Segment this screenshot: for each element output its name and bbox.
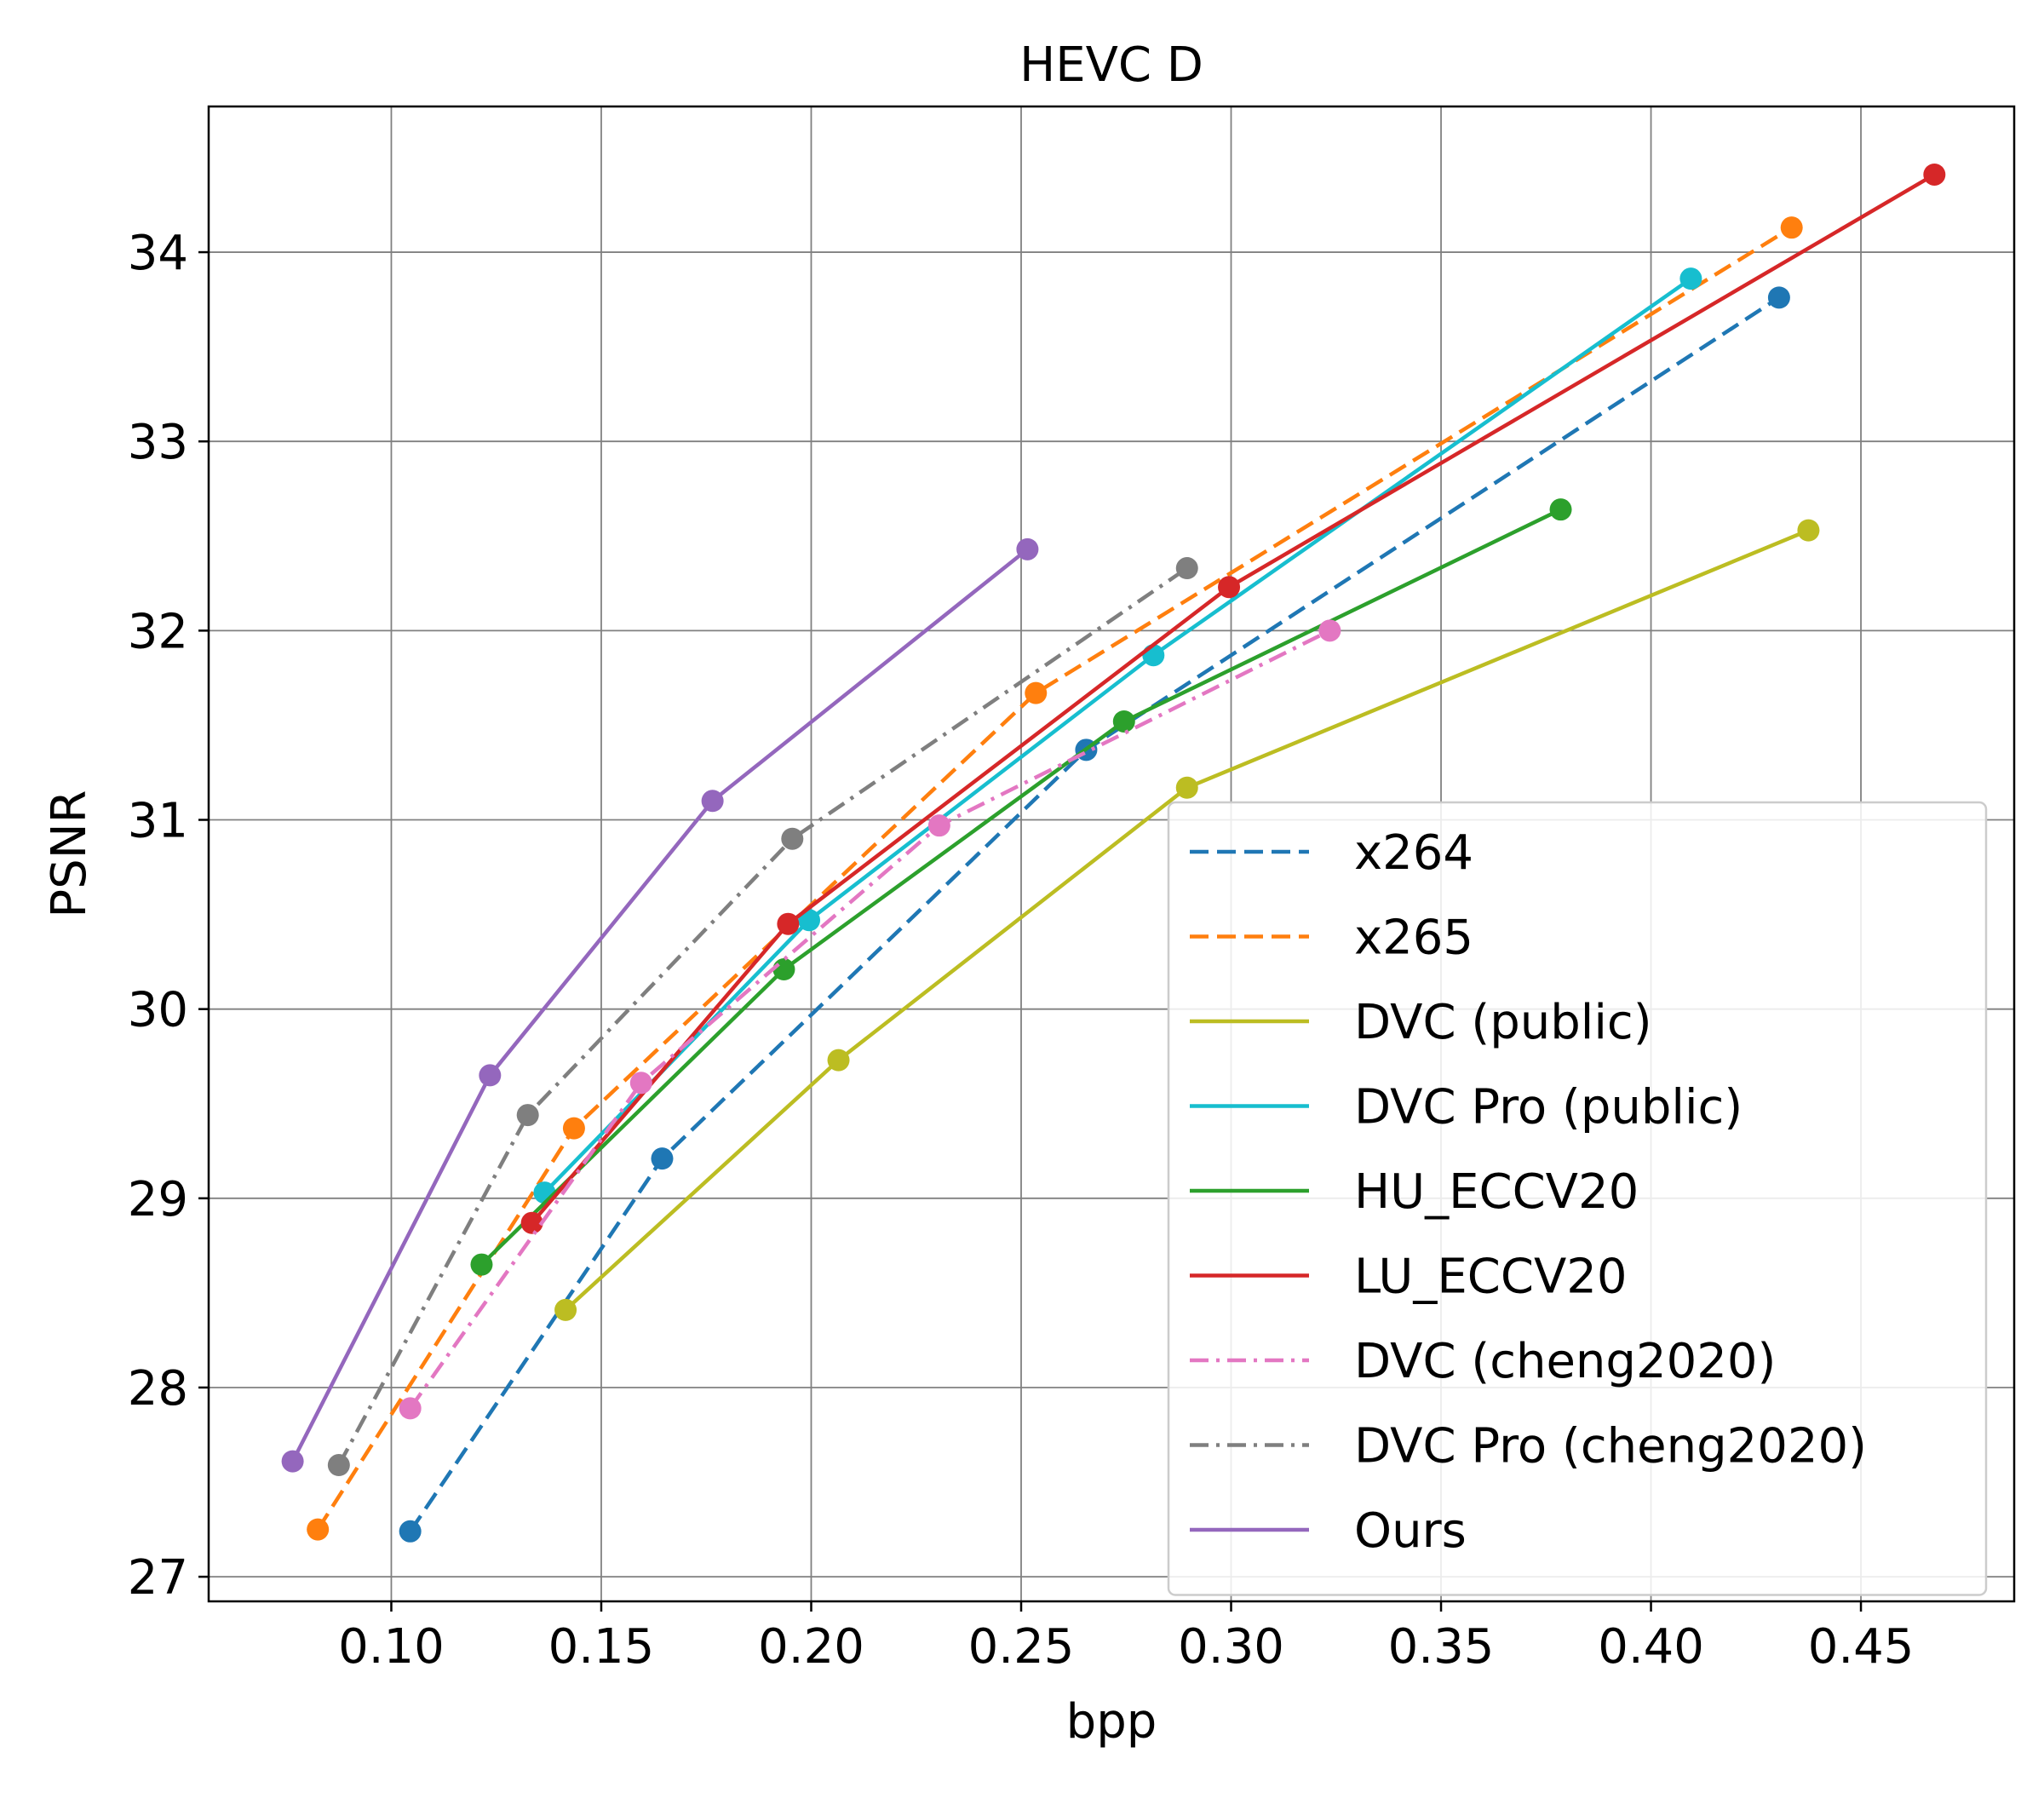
data-point [1175,776,1198,799]
data-point [701,790,724,813]
x-tick-label: 0.15 [548,1619,655,1675]
chart-title: HEVC D [1019,37,1203,93]
data-point [1318,619,1341,642]
legend-label: DVC (public) [1354,995,1652,1050]
data-point [827,1049,850,1072]
data-point [651,1147,674,1170]
y-axis-label: PSNR [42,790,97,917]
y-tick-label: 27 [128,1550,188,1606]
x-tick-label: 0.20 [758,1619,864,1675]
data-point [1767,286,1790,309]
series-x264 [399,286,1790,1543]
series-dvc-cheng2020- [399,619,1341,1420]
data-point [281,1450,304,1473]
legend-label: DVC (cheng2020) [1354,1334,1776,1389]
plot-area-frame [207,105,2016,1603]
series-group [281,163,1946,1543]
data-point [520,1211,543,1234]
data-point [1025,681,1048,704]
x-tick-label: 0.45 [1808,1619,1915,1675]
series-ours [281,537,1039,1473]
data-point [777,912,800,935]
y-tick-label: 32 [128,604,188,659]
data-point [307,1518,330,1541]
data-point [1549,498,1572,521]
y-tick-label: 33 [128,415,188,470]
y-tick-label: 28 [128,1361,188,1417]
y-tick-label: 34 [128,226,188,281]
data-point [1797,519,1820,542]
legend-label: Ours [1354,1503,1467,1559]
x-tick-label: 0.40 [1598,1619,1704,1675]
y-tick-label: 30 [128,983,188,1038]
data-point [399,1520,422,1543]
series-line [479,508,1562,1267]
series-dvc-public- [554,519,1820,1321]
x-tick-label: 0.10 [338,1619,445,1675]
series-dvc-pro-cheng2020- [327,557,1198,1477]
series-line [408,296,1781,1533]
x-tick-label: 0.30 [1178,1619,1284,1675]
data-point [1112,710,1135,733]
data-point [554,1298,577,1321]
data-point [479,1064,502,1087]
data-point [562,1117,585,1140]
legend-label: HU_ECCV20 [1354,1164,1639,1220]
y-tick-label: 29 [128,1172,188,1227]
legend-label: x265 [1354,911,1473,966]
legend: x264 x265 DVC (public) DVC Pro (public) HU_E… [1167,801,1988,1596]
axis-ticks: 0.10 0.15 0.20 0.25 0.30 0.35 0.40 0.45 27 28 29 30… [128,226,1915,1675]
data-point [798,909,821,932]
data-point [772,958,795,981]
data-point [516,1104,539,1127]
series-line [408,629,1331,1410]
series-lu-eccv20 [520,163,1946,1234]
series-line [336,566,1189,1467]
data-point [1142,644,1165,667]
data-point [927,814,950,837]
data-point [1175,557,1198,580]
data-point [1780,216,1803,239]
data-point [399,1397,422,1420]
legend-label: LU_ECCV20 [1354,1250,1628,1305]
legend-label: DVC Pro (cheng2020) [1354,1419,1867,1474]
legend-frame [1167,801,1988,1596]
x-tick-label: 0.25 [968,1619,1075,1675]
y-tick-label: 31 [128,794,188,849]
series-line [564,528,1810,1312]
data-point [1218,576,1241,599]
data-point [1923,163,1946,186]
data-point [629,1072,652,1095]
data-point [781,827,804,850]
x-axis-label: bpp [1066,1694,1157,1750]
legend-label: DVC Pro (public) [1354,1080,1743,1135]
data-point [470,1253,493,1276]
series-line [530,173,1936,1225]
series-line [290,548,1029,1463]
data-point [1016,537,1039,560]
data-point [1679,267,1702,290]
legend-label: x264 [1354,825,1473,881]
data-point [327,1454,350,1477]
x-tick-label: 0.35 [1388,1619,1495,1675]
